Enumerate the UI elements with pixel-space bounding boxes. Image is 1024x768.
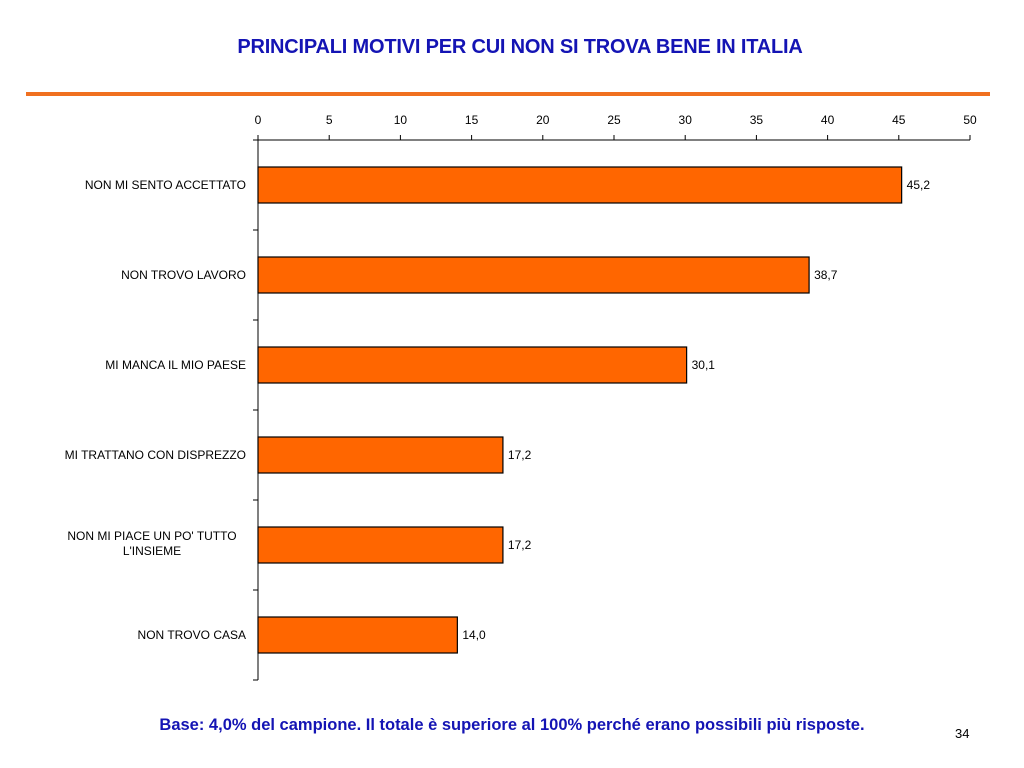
- title-divider: [26, 92, 990, 96]
- bar: [257, 346, 688, 384]
- x-tick-label: 35: [750, 113, 764, 127]
- data-label: 38,7: [814, 268, 838, 282]
- category-label-line: L'INSIEME: [123, 544, 181, 558]
- x-tick-label: 25: [607, 113, 621, 127]
- x-tick-label: 0: [255, 113, 262, 127]
- x-tick-label: 40: [821, 113, 835, 127]
- footnote: Base: 4,0% del campione. Il totale è sup…: [159, 716, 865, 734]
- category-label: MI TRATTANO CON DISPREZZO: [65, 448, 246, 462]
- data-label: 17,2: [508, 448, 532, 462]
- bar: [257, 436, 504, 474]
- x-tick-label: 10: [394, 113, 408, 127]
- category-label: NON MI SENTO ACCETTATO: [85, 178, 246, 192]
- category-label-line: NON MI PIACE UN PO' TUTTO: [67, 529, 236, 543]
- page-number: 34: [955, 726, 970, 741]
- category-label: NON MI PIACE UN PO' TUTTO L'INSIEME: [67, 529, 236, 558]
- category-label: NON TROVO LAVORO: [121, 268, 246, 282]
- x-tick-label: 50: [963, 113, 977, 127]
- data-label: 17,2: [508, 538, 532, 552]
- x-tick-label: 45: [892, 113, 906, 127]
- data-label: 45,2: [907, 178, 931, 192]
- bar: [257, 526, 504, 564]
- slide-title: PRINCIPALI MOTIVI PER CUI NON SI TROVA B…: [237, 36, 803, 58]
- x-tick-label: 20: [536, 113, 550, 127]
- data-label: 14,0: [462, 628, 486, 642]
- category-label: NON TROVO CASA: [138, 628, 246, 642]
- category-label: MI MANCA IL MIO PAESE: [105, 358, 246, 372]
- bar: [257, 166, 903, 204]
- bar: [257, 256, 810, 294]
- x-tick-label: 15: [465, 113, 479, 127]
- bar: [257, 616, 458, 654]
- x-tick-label: 30: [679, 113, 693, 127]
- x-tick-label: 5: [326, 113, 333, 127]
- data-label: 30,1: [692, 358, 716, 372]
